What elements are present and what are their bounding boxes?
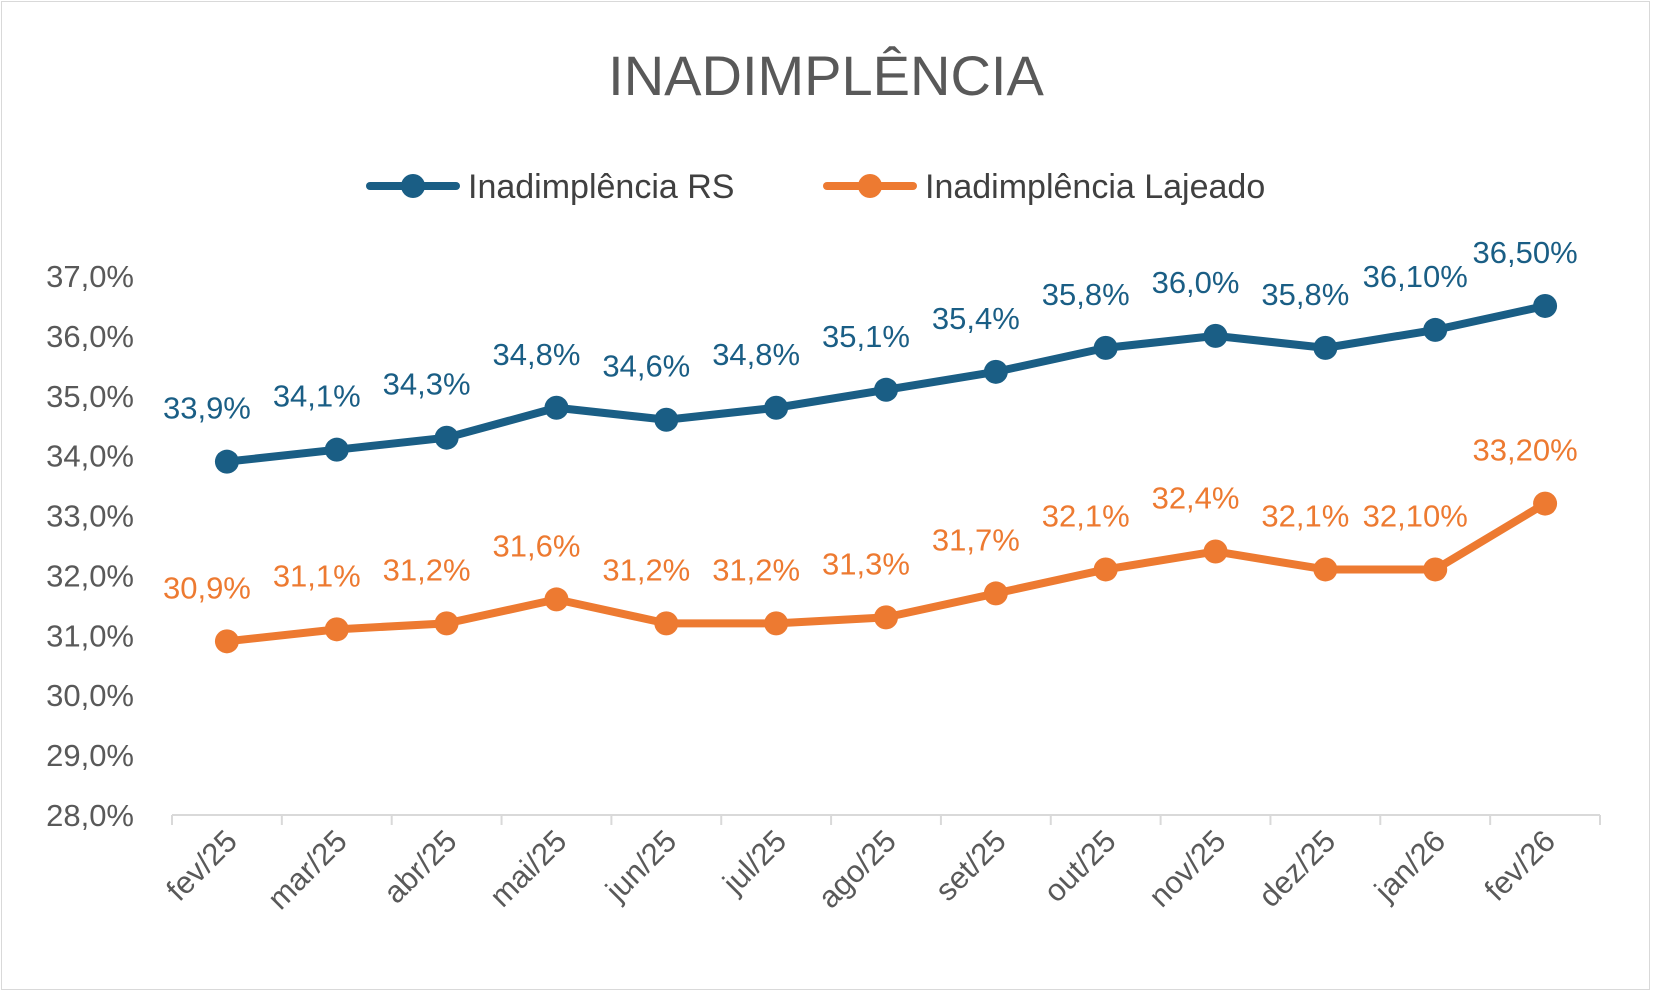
x-axis-tick-label: jan/26 [1367, 823, 1452, 908]
y-axis-tick-label: 31,0% [46, 618, 134, 653]
data-label: 33,9% [163, 391, 251, 426]
data-label: 31,2% [602, 552, 690, 587]
data-label: 34,6% [602, 349, 690, 384]
data-label: 31,1% [273, 558, 361, 593]
data-label: 35,4% [932, 301, 1020, 336]
data-point [983, 359, 1008, 384]
data-label: 32,4% [1152, 480, 1240, 515]
legend-item-lajeado: Inadimplência Lajeado [823, 168, 1265, 206]
x-axis-tick-label: fev/25 [159, 823, 243, 907]
y-axis-tick-label: 29,0% [46, 738, 134, 773]
data-point [324, 617, 349, 642]
data-point [544, 587, 569, 612]
data-point [1533, 293, 1558, 318]
data-point [764, 395, 789, 420]
data-label: 35,8% [1042, 277, 1130, 312]
data-label: 34,3% [383, 367, 471, 402]
axes [171, 814, 1601, 825]
x-axis-tick-label: out/25 [1037, 823, 1123, 909]
x-axis-tick-label: mar/25 [261, 823, 354, 916]
data-label: 36,50% [1473, 235, 1578, 270]
data-point [654, 611, 679, 636]
data-point [214, 449, 239, 474]
data-point [983, 581, 1008, 606]
x-axis-tick-label: nov/25 [1142, 823, 1233, 914]
y-axis-tick-label: 37,0% [46, 259, 134, 294]
x-axis-tick-label: set/25 [928, 823, 1012, 907]
x-axis-tick-label: abr/25 [377, 823, 464, 910]
data-point [544, 395, 569, 420]
data-point [764, 611, 789, 636]
data-label: 31,6% [493, 528, 581, 563]
data-label: 31,2% [383, 552, 471, 587]
data-label: 30,9% [163, 570, 251, 605]
data-point [1313, 557, 1338, 582]
chart-title: INADIMPLÊNCIA [608, 44, 1044, 107]
data-label: 31,3% [822, 546, 910, 581]
data-label: 34,8% [712, 337, 800, 372]
data-point [324, 437, 349, 462]
x-axis-tick-label: jun/25 [598, 823, 683, 908]
data-point [1423, 317, 1448, 342]
y-axis-tick-label: 36,0% [46, 319, 134, 354]
data-point [1203, 323, 1228, 348]
legend: Inadimplência RS Inadimplência Lajeado [366, 168, 1265, 206]
data-point [434, 425, 459, 450]
x-axis-tick-label: fev/26 [1478, 823, 1562, 907]
legend-label-lajeado: Inadimplência Lajeado [925, 168, 1265, 206]
data-label: 31,7% [932, 522, 1020, 557]
y-axis-tick-labels: 28,0% 29,0% 30,0% 31,0% 32,0% 33,0% 34,0% 35,0%… [46, 259, 134, 833]
series-lines [222, 301, 1550, 646]
x-axis-tick-label: jul/25 [715, 823, 793, 901]
y-axis-tick-label: 30,0% [46, 678, 134, 713]
data-point [1533, 491, 1558, 516]
data-label: 32,1% [1261, 498, 1349, 533]
data-label: 32,1% [1042, 498, 1130, 533]
data-point [874, 377, 898, 402]
data-label: 33,20% [1473, 433, 1578, 468]
data-point [654, 407, 679, 432]
data-point [434, 611, 459, 636]
y-axis-tick-label: 33,0% [46, 499, 134, 534]
data-label: 36,0% [1152, 265, 1240, 300]
data-label: 35,8% [1261, 277, 1349, 312]
x-axis-tick-labels: fev/25 mar/25 abr/25 mai/25 jun/25 jul/25 ago/… [159, 823, 1562, 916]
series-points [214, 293, 1558, 654]
data-point [1203, 539, 1228, 564]
data-point [874, 605, 898, 630]
y-axis-tick-label: 28,0% [46, 798, 134, 833]
data-point [1093, 557, 1118, 582]
data-label: 31,2% [712, 552, 800, 587]
y-axis-tick-label: 32,0% [46, 558, 134, 593]
data-point [1313, 335, 1338, 360]
data-point [214, 629, 239, 654]
x-axis-tick-label: ago/25 [811, 823, 903, 915]
x-axis-tick-label: mai/25 [483, 823, 574, 914]
y-axis-tick-label: 35,0% [46, 379, 134, 414]
data-label: 34,8% [493, 337, 581, 372]
legend-item-rs: Inadimplência RS [366, 168, 734, 206]
data-point [1423, 557, 1448, 582]
data-labels: 33,9% 34,1% 34,3% 34,8% 34,6% 34,8% 35,1% 35,4%… [163, 235, 1578, 605]
data-label: 34,1% [273, 379, 361, 414]
y-axis-tick-label: 34,0% [46, 439, 134, 474]
legend-label-rs: Inadimplência RS [468, 168, 734, 206]
x-axis-tick-label: dez/25 [1252, 823, 1343, 914]
data-label: 32,10% [1363, 498, 1468, 533]
data-point [1093, 335, 1118, 360]
data-label: 36,10% [1363, 259, 1468, 294]
data-label: 35,1% [822, 319, 910, 354]
